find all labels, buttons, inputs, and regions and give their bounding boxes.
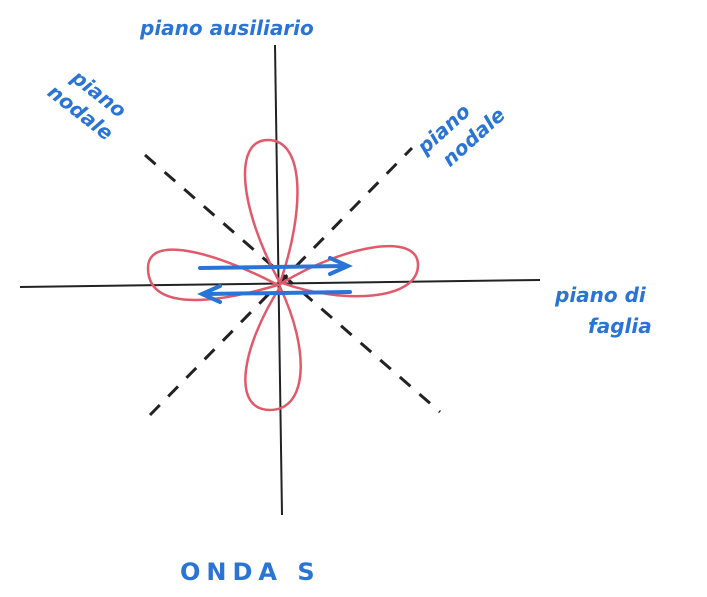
label: piano di xyxy=(554,283,647,307)
label: faglia xyxy=(588,314,652,338)
arrow-head xyxy=(328,256,353,276)
arrow-head xyxy=(197,284,222,304)
lobe-top xyxy=(243,138,299,287)
label-group: piano nodale xyxy=(43,64,131,145)
radiation-pattern xyxy=(146,138,420,412)
lobe-left xyxy=(146,248,282,302)
lobe-right xyxy=(279,245,420,298)
label-group: piano nodale xyxy=(412,99,510,172)
shear-arrows xyxy=(197,256,353,304)
caption: ONDA S xyxy=(180,558,321,586)
nodal-plane-dashed xyxy=(144,153,441,414)
label: piano ausiliario xyxy=(139,16,314,40)
arrow-left xyxy=(203,290,352,296)
arrow-right xyxy=(198,264,347,270)
lobe-bottom xyxy=(244,284,302,412)
